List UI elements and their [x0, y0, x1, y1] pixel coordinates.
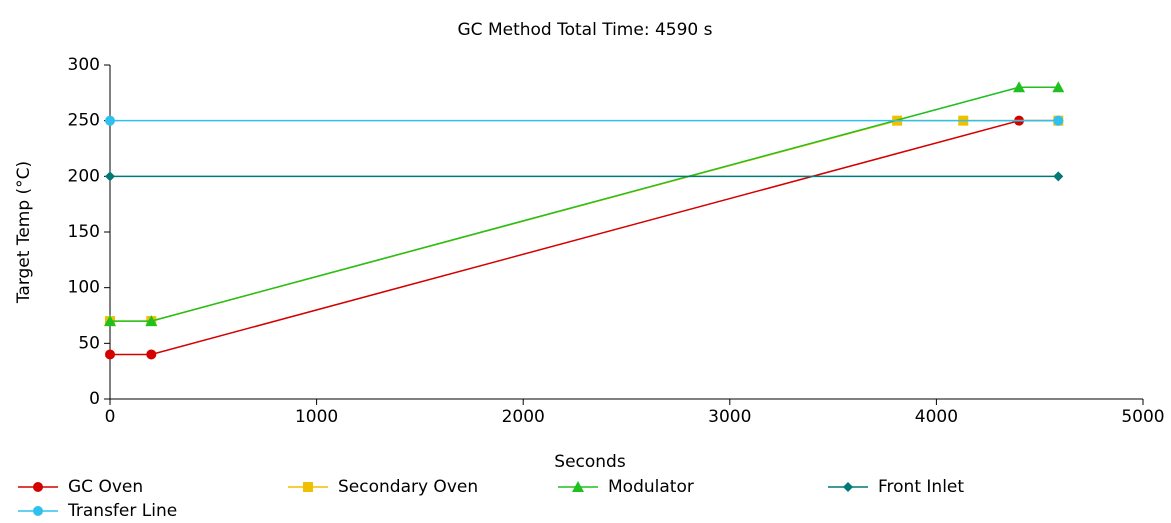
x-tick-label: 0	[105, 407, 116, 427]
marker	[105, 349, 115, 360]
marker	[1053, 171, 1064, 182]
marker	[843, 482, 853, 492]
marker	[1053, 115, 1064, 126]
legend-label: Transfer Line	[67, 501, 177, 521]
y-axis-label: Target Temp (°C)	[14, 161, 34, 304]
legend-label: Secondary Oven	[338, 477, 478, 497]
y-tick-label: 250	[68, 111, 100, 131]
marker	[105, 115, 115, 126]
x-tick-label: 3000	[708, 407, 751, 427]
marker	[1052, 81, 1065, 93]
marker	[572, 481, 584, 492]
legend-label: Modulator	[608, 477, 694, 497]
y-tick-label: 100	[68, 278, 100, 298]
marker	[145, 315, 158, 327]
y-tick-label: 300	[68, 55, 100, 75]
chart-title: GC Method Total Time: 4590 s	[458, 20, 713, 40]
y-tick-label: 150	[68, 222, 100, 242]
legend-label: GC Oven	[68, 477, 143, 497]
marker	[146, 349, 157, 360]
marker	[105, 171, 115, 182]
x-tick-label: 2000	[502, 407, 545, 427]
x-axis-label: Seconds	[554, 452, 626, 472]
series-line	[110, 86, 1059, 322]
marker	[33, 482, 43, 492]
marker	[33, 506, 43, 516]
x-tick-label: 1000	[295, 407, 338, 427]
y-tick-label: 0	[89, 389, 100, 409]
marker	[303, 482, 313, 492]
y-tick-label: 50	[78, 333, 100, 353]
x-tick-label: 5000	[1121, 407, 1164, 427]
legend-label: Front Inlet	[878, 477, 964, 497]
marker	[1013, 81, 1026, 93]
marker	[104, 315, 116, 327]
x-tick-label: 4000	[915, 407, 958, 427]
y-tick-label: 200	[68, 166, 100, 186]
